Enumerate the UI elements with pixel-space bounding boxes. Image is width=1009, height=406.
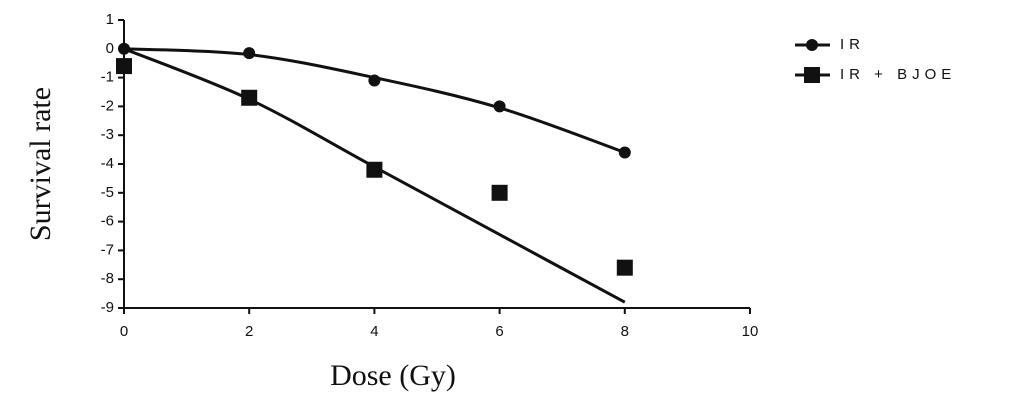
y-tick-label: -8 xyxy=(101,270,114,287)
data-point xyxy=(366,161,383,178)
x-tick-label: 8 xyxy=(621,323,629,340)
y-tick-label: -4 xyxy=(101,155,114,172)
x-tick-label: 6 xyxy=(495,323,503,340)
x-tick-label: 2 xyxy=(245,323,253,340)
y-axis-title: Survival rate xyxy=(24,87,57,241)
y-tick-label: -6 xyxy=(101,213,114,230)
y-tick-label: -5 xyxy=(101,184,114,201)
y-tick-label: -9 xyxy=(101,299,114,316)
y-tick-label: -7 xyxy=(101,241,114,258)
data-point xyxy=(116,58,132,75)
legend-marker xyxy=(806,39,818,51)
data-point xyxy=(243,47,256,60)
y-tick-label: 0 xyxy=(106,40,114,57)
legend-label: IR xyxy=(840,36,865,53)
y-tick-label: 1 xyxy=(106,11,114,28)
data-point xyxy=(491,184,508,201)
x-tick-label: 10 xyxy=(742,323,759,340)
x-tick-label: 0 xyxy=(120,323,128,340)
data-point xyxy=(493,100,506,113)
data-point xyxy=(618,146,631,159)
data-point xyxy=(616,259,633,276)
data-point xyxy=(368,74,381,87)
x-axis-title: Dose (Gy) xyxy=(330,359,456,392)
y-tick-label: -3 xyxy=(101,126,114,143)
legend-label: IR + BJOE xyxy=(840,66,956,83)
y-tick-label: -2 xyxy=(101,97,114,114)
data-point xyxy=(241,89,258,106)
x-tick-label: 4 xyxy=(370,323,378,340)
y-tick-label: -1 xyxy=(101,69,114,86)
fit-line xyxy=(123,47,626,154)
legend-marker xyxy=(804,67,820,83)
